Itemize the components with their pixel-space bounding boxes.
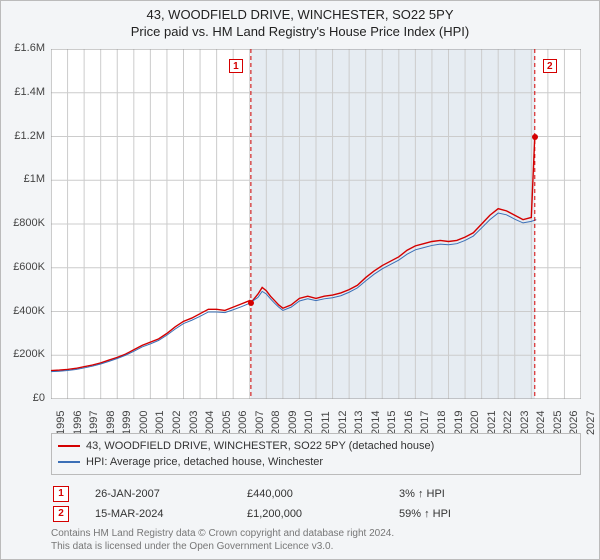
y-tick-label: £600K xyxy=(1,261,45,273)
x-tick-label: 2021 xyxy=(486,405,498,435)
x-tick-label: 2008 xyxy=(270,405,282,435)
chart-subtitle: Price paid vs. HM Land Registry's House … xyxy=(1,22,599,39)
x-tick-label: 2003 xyxy=(188,405,200,435)
x-tick-label: 2004 xyxy=(204,405,216,435)
event-badge: 2 xyxy=(53,506,69,522)
x-tick-label: 2000 xyxy=(138,405,150,435)
legend-swatch xyxy=(58,445,80,447)
y-tick-label: £400K xyxy=(1,305,45,317)
x-tick-label: 2007 xyxy=(254,405,266,435)
legend: 43, WOODFIELD DRIVE, WINCHESTER, SO22 5P… xyxy=(51,433,581,475)
below-chart: 43, WOODFIELD DRIVE, WINCHESTER, SO22 5P… xyxy=(51,433,581,525)
legend-label: 43, WOODFIELD DRIVE, WINCHESTER, SO22 5P… xyxy=(86,438,434,454)
y-tick-label: £800K xyxy=(1,217,45,229)
table-row: 2 15-MAR-2024 £1,200,000 59% HPI xyxy=(53,505,451,523)
footer-attribution: Contains HM Land Registry data © Crown c… xyxy=(51,527,394,553)
x-tick-label: 2026 xyxy=(568,405,580,435)
x-tick-label: 2015 xyxy=(386,405,398,435)
x-tick-label: 2014 xyxy=(370,405,382,435)
x-tick-label: 2025 xyxy=(552,405,564,435)
y-tick-label: £1.6M xyxy=(1,42,45,54)
x-tick-label: 2020 xyxy=(469,405,481,435)
event-marker-badge: 2 xyxy=(543,59,557,73)
event-delta: 3% HPI xyxy=(399,485,451,503)
x-tick-label: 2017 xyxy=(419,405,431,435)
x-tick-label: 2011 xyxy=(320,405,332,435)
x-tick-label: 2010 xyxy=(303,405,315,435)
x-tick-label: 1999 xyxy=(121,405,133,435)
event-date: 15-MAR-2024 xyxy=(95,505,245,523)
x-tick-label: 2024 xyxy=(535,405,547,435)
x-tick-label: 1997 xyxy=(88,405,100,435)
chart-title: 43, WOODFIELD DRIVE, WINCHESTER, SO22 5P… xyxy=(1,1,599,22)
x-tick-label: 2019 xyxy=(453,405,465,435)
x-tick-label: 2006 xyxy=(237,405,249,435)
events-table: 1 26-JAN-2007 £440,000 3% HPI 2 15-MAR-2… xyxy=(51,483,453,525)
x-tick-label: 2012 xyxy=(337,405,349,435)
arrow-up-icon xyxy=(418,488,424,500)
x-tick-label: 2013 xyxy=(353,405,365,435)
arrow-up-icon xyxy=(424,508,430,520)
y-tick-label: £1M xyxy=(1,173,45,185)
x-tick-label: 2002 xyxy=(171,405,183,435)
event-badge: 1 xyxy=(53,486,69,502)
event-date: 26-JAN-2007 xyxy=(95,485,245,503)
x-tick-label: 2005 xyxy=(221,405,233,435)
price-marker-icon xyxy=(532,134,538,140)
plot-area: 12 £0£200K£400K£600K£800K£1M£1.2M£1.4M£1… xyxy=(51,49,581,399)
event-marker-badge: 1 xyxy=(229,59,243,73)
x-tick-label: 2022 xyxy=(502,405,514,435)
x-tick-label: 2016 xyxy=(403,405,415,435)
price-marker-icon xyxy=(248,300,254,306)
x-tick-label: 2027 xyxy=(585,405,597,435)
legend-label: HPI: Average price, detached house, Winc… xyxy=(86,454,323,470)
event-price: £440,000 xyxy=(247,485,397,503)
event-price: £1,200,000 xyxy=(247,505,397,523)
x-tick-label: 1998 xyxy=(105,405,117,435)
y-tick-label: £0 xyxy=(1,392,45,404)
event-delta: 59% HPI xyxy=(399,505,451,523)
x-tick-label: 2023 xyxy=(519,405,531,435)
x-tick-label: 2018 xyxy=(436,405,448,435)
x-tick-label: 2001 xyxy=(154,405,166,435)
x-tick-label: 2009 xyxy=(287,405,299,435)
y-tick-label: £1.4M xyxy=(1,86,45,98)
table-row: 1 26-JAN-2007 £440,000 3% HPI xyxy=(53,485,451,503)
legend-item: 43, WOODFIELD DRIVE, WINCHESTER, SO22 5P… xyxy=(58,438,574,454)
y-tick-label: £1.2M xyxy=(1,130,45,142)
legend-item: HPI: Average price, detached house, Winc… xyxy=(58,454,574,470)
chart-card: 43, WOODFIELD DRIVE, WINCHESTER, SO22 5P… xyxy=(0,0,600,560)
y-tick-label: £200K xyxy=(1,348,45,360)
x-tick-label: 1996 xyxy=(72,405,84,435)
x-tick-label: 1995 xyxy=(55,405,67,435)
legend-swatch xyxy=(58,461,80,463)
series-layer xyxy=(51,49,581,399)
